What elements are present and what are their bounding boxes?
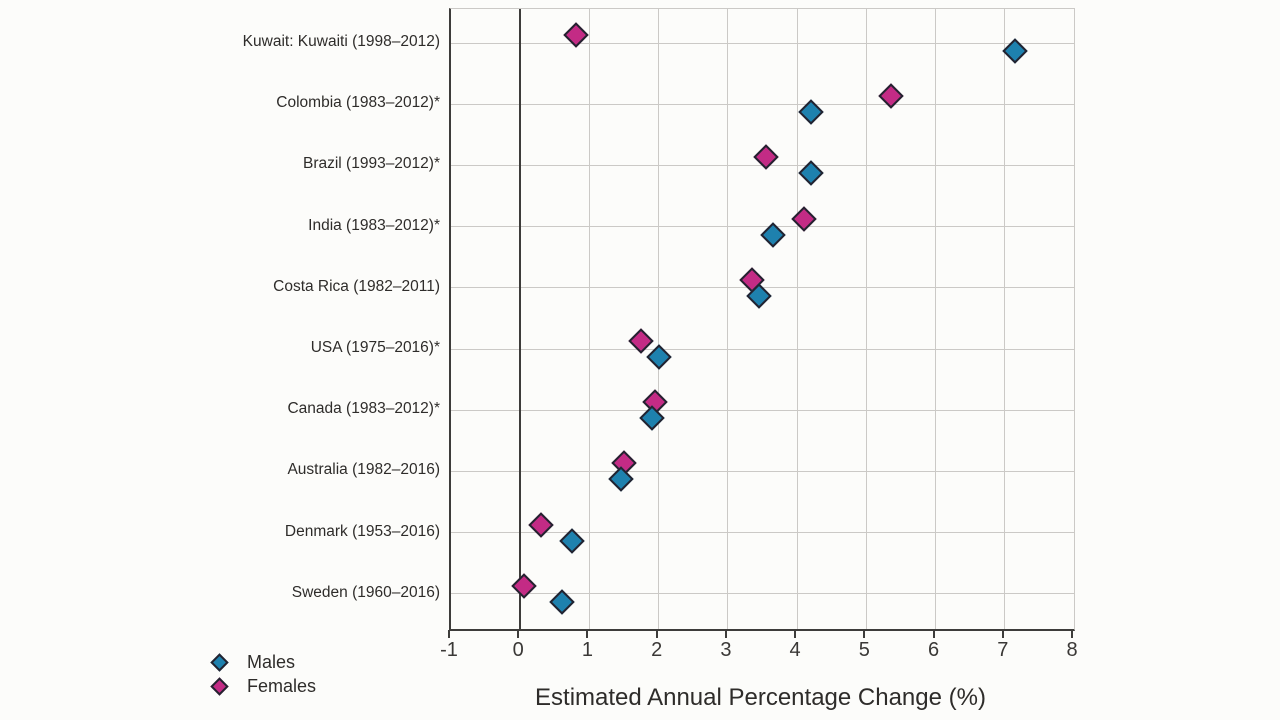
data-point-females-2 [877, 83, 904, 109]
category-label: Denmark (1953–2016) [284, 522, 440, 540]
category-label: USA (1975–2016)* [310, 339, 440, 356]
category-label: Colombia (1983–2012)* [276, 94, 440, 112]
data-point-females-4 [791, 205, 817, 232]
x-axis-tick [448, 630, 450, 638]
category-label: Brazil (1993–2012)* [302, 155, 440, 173]
x-tick-label: 7 [997, 639, 1009, 661]
legend-item-females: Females [209, 674, 316, 698]
data-point-females-1 [562, 22, 589, 48]
category-label: Kuwait: Kuwaiti (1998–2012) [242, 33, 440, 50]
vertical-gridline [796, 9, 798, 629]
x-axis-tick [932, 630, 935, 638]
data-point-females-9 [528, 511, 554, 538]
horizontal-gridline [451, 532, 1074, 534]
category-label: Canada (1983–2012)* [287, 400, 440, 418]
legend-item-males: Males [209, 650, 316, 674]
horizontal-gridline [451, 348, 1074, 350]
x-axis-tick [1001, 630, 1004, 638]
horizontal-gridline [451, 470, 1074, 472]
x-axis-tick [586, 630, 589, 638]
x-tick-label: 0 [512, 639, 524, 661]
vertical-gridline [935, 9, 937, 629]
x-axis-tick [655, 630, 658, 638]
x-tick-label: 3 [720, 639, 732, 661]
vertical-gridline [658, 9, 660, 629]
data-point-females-6 [628, 328, 655, 354]
horizontal-gridline [451, 103, 1074, 105]
category-label: India (1983–2012)* [308, 216, 440, 234]
category-label: Costa Rica (1982–2011) [273, 277, 440, 295]
x-tick-label: 4 [789, 639, 801, 661]
plot-area [449, 8, 1075, 631]
legend-label-males: Males [247, 652, 296, 672]
x-tick-label: -1 [440, 639, 458, 661]
x-axis-title: Estimated Annual Percentage Change (%) [535, 684, 986, 711]
x-axis-tick [724, 630, 727, 638]
data-point-females-3 [753, 144, 779, 171]
vertical-gridline [727, 9, 729, 629]
horizontal-gridline [451, 409, 1074, 411]
category-label: Sweden (1960–2016) [291, 583, 440, 601]
x-axis-tick [1071, 630, 1073, 638]
x-tick-label: 1 [581, 639, 593, 661]
zero-line [519, 9, 522, 629]
females-diamond-icon [210, 676, 229, 696]
horizontal-gridline [451, 42, 1074, 44]
legend-label-females: Females [247, 676, 317, 696]
vertical-gridline [588, 9, 590, 629]
x-tick-label: 8 [1066, 639, 1078, 661]
x-axis-tick [863, 630, 866, 638]
x-tick-label: 5 [858, 639, 870, 661]
vertical-gridline [865, 9, 867, 629]
legend: Males Females [209, 650, 316, 698]
x-tick-label: 6 [927, 639, 940, 661]
males-diamond-icon [210, 652, 229, 672]
x-axis-tick [794, 630, 797, 638]
category-label: Australia (1982–2016) [287, 461, 440, 479]
data-point-females-10 [510, 573, 537, 599]
x-axis-tick [517, 630, 520, 638]
horizontal-gridline [451, 593, 1074, 595]
vertical-gridline [1004, 9, 1006, 629]
x-tick-label: 2 [651, 639, 663, 661]
horizontal-gridline [451, 226, 1074, 228]
